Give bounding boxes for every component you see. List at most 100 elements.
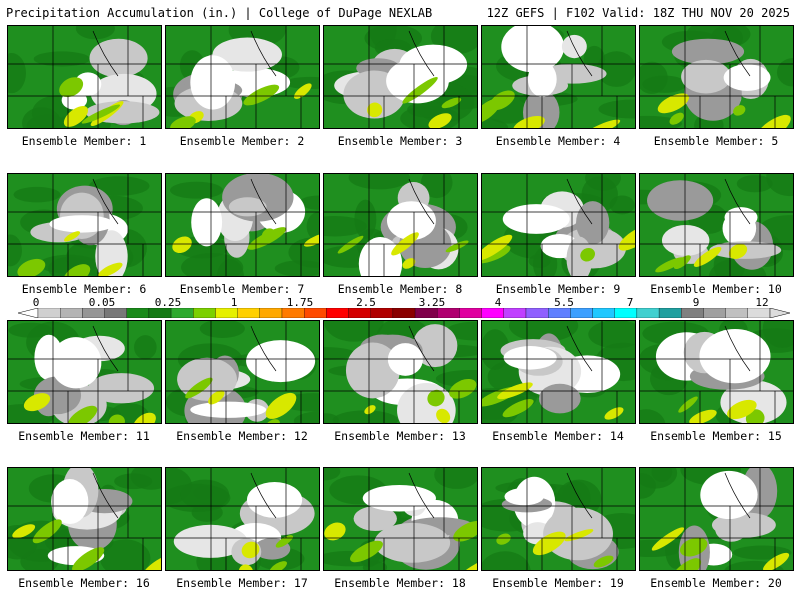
- colorbar-swatch: [215, 308, 238, 318]
- member-label: Ensemble Member: 3: [337, 134, 463, 148]
- precip-field-map: [166, 321, 319, 423]
- member-map-4: [481, 25, 636, 129]
- member-label: Ensemble Member: 6: [21, 282, 147, 296]
- colorbar-swatch: [82, 308, 105, 318]
- member-label: Ensemble Member: 5: [653, 134, 779, 148]
- member-label: Ensemble Member: 16: [18, 576, 150, 590]
- colorbar-strip: [18, 308, 790, 318]
- member-map-6: [7, 173, 162, 277]
- precip-field-map: [324, 26, 477, 128]
- colorbar-tick-label: 1.75: [286, 296, 314, 309]
- colorbar-left-arrow: [18, 308, 39, 318]
- member-label: Ensemble Member: 2: [179, 134, 305, 148]
- member-map-2: [165, 25, 320, 129]
- colorbar-tick-label: 5.5: [554, 296, 574, 309]
- precip-field-map: [166, 468, 319, 570]
- member-label: Ensemble Member: 12: [176, 429, 308, 443]
- colorbar-swatch: [525, 308, 549, 318]
- colorbar-swatch: [658, 308, 682, 318]
- member-map-14: [481, 320, 636, 424]
- page-title: Precipitation Accumulation (in.) | Colle…: [6, 6, 433, 20]
- precip-field-map: [482, 468, 635, 570]
- colorbar-tick-label: 7: [626, 296, 634, 309]
- member-map-1: [7, 25, 162, 129]
- colorbar-swatch: [414, 308, 438, 318]
- colorbar-swatch: [126, 308, 150, 318]
- colorbar-swatch: [370, 308, 394, 318]
- colorbar-swatch: [148, 308, 172, 318]
- colorbar-swatch: [193, 308, 216, 318]
- precip-field-map: [166, 174, 319, 276]
- colorbar-tick-label: 0.05: [88, 296, 116, 309]
- precip-field-map: [324, 321, 477, 423]
- member-map-17: [165, 467, 320, 571]
- member-label: Ensemble Member: 10: [650, 282, 782, 296]
- member-map-5: [639, 25, 794, 129]
- colorbar-swatch: [614, 308, 638, 318]
- precip-field-map: [482, 26, 635, 128]
- precip-field-map: [8, 468, 161, 570]
- member-map-11: [7, 320, 162, 424]
- colorbar-swatch: [104, 308, 127, 318]
- member-label: Ensemble Member: 7: [179, 282, 305, 296]
- member-label: Ensemble Member: 18: [334, 576, 466, 590]
- colorbar-swatch: [747, 308, 771, 318]
- colorbar-tick-label: 1: [230, 296, 238, 309]
- member-label: Ensemble Member: 1: [21, 134, 147, 148]
- colorbar-swatch: [60, 308, 83, 318]
- precip-field-map: [482, 321, 635, 423]
- colorbar-swatch: [281, 308, 305, 318]
- colorbar-tick-label: 4: [494, 296, 502, 309]
- colorbar-tick-label: 0.25: [154, 296, 182, 309]
- precip-field-map: [640, 26, 793, 128]
- colorbar-swatch: [725, 308, 748, 318]
- member-map-10: [639, 173, 794, 277]
- colorbar-swatch: [37, 308, 61, 318]
- precip-field-map: [640, 468, 793, 570]
- member-label: Ensemble Member: 13: [334, 429, 466, 443]
- member-map-3: [323, 25, 478, 129]
- colorbar-swatch: [437, 308, 460, 318]
- colorbar-swatch: [503, 308, 527, 318]
- member-map-13: [323, 320, 478, 424]
- colorbar-right-arrow: [769, 308, 790, 318]
- member-map-16: [7, 467, 162, 571]
- colorbar-swatch: [636, 308, 660, 318]
- colorbar-tick-label: 12: [755, 296, 769, 309]
- colorbar-swatch: [259, 308, 283, 318]
- colorbar-tick-label: 3.25: [418, 296, 446, 309]
- precip-field-map: [482, 174, 635, 276]
- colorbar-swatch: [548, 308, 571, 318]
- colorbar-swatch: [592, 308, 615, 318]
- colorbar-swatch: [304, 308, 327, 318]
- colorbar-swatch: [481, 308, 504, 318]
- colorbar-swatch: [392, 308, 416, 318]
- precip-field-map: [324, 468, 477, 570]
- member-label: Ensemble Member: 4: [495, 134, 621, 148]
- precip-field-map: [324, 174, 477, 276]
- precip-field-map: [640, 174, 793, 276]
- colorbar-tick-label: 9: [692, 296, 700, 309]
- member-label: Ensemble Member: 9: [495, 282, 621, 296]
- colorbar-swatch: [570, 308, 593, 318]
- precip-field-map: [8, 321, 161, 423]
- member-label: Ensemble Member: 14: [492, 429, 624, 443]
- member-map-15: [639, 320, 794, 424]
- precip-colorbar: 0 0.05 0.25 1 1.75 2.5 3.25 4 5.5 7 9 12: [18, 296, 790, 322]
- precip-field-map: [166, 26, 319, 128]
- member-label: Ensemble Member: 11: [18, 429, 150, 443]
- colorbar-tick-label: 0: [32, 296, 40, 309]
- member-map-18: [323, 467, 478, 571]
- member-label: Ensemble Member: 15: [650, 429, 782, 443]
- member-label: Ensemble Member: 19: [492, 576, 624, 590]
- colorbar-swatch: [703, 308, 726, 318]
- valid-time-title: 12Z GEFS | F102 Valid: 18Z THU NOV 20 20…: [486, 6, 790, 20]
- precip-field-map: [8, 26, 161, 128]
- member-map-19: [481, 467, 636, 571]
- member-label: Ensemble Member: 17: [176, 576, 308, 590]
- colorbar-swatch: [170, 308, 194, 318]
- member-map-8: [323, 173, 478, 277]
- colorbar-swatch: [348, 308, 371, 318]
- member-map-7: [165, 173, 320, 277]
- colorbar-swatch: [326, 308, 349, 318]
